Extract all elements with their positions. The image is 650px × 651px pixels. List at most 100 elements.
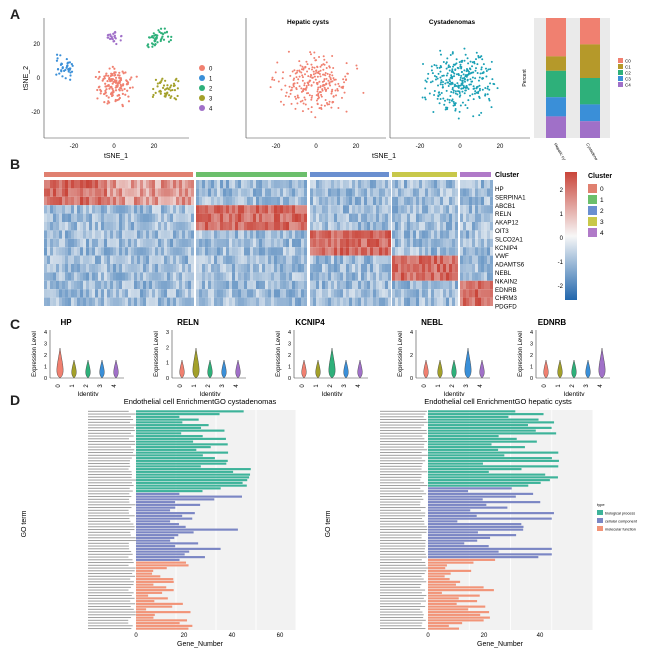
heatmap-cell [143, 196, 146, 206]
heatmap-cell [140, 230, 143, 239]
heatmap-cell [256, 222, 259, 231]
heatmap-cell [173, 297, 176, 306]
go-bar [136, 484, 247, 487]
heatmap-cell [155, 297, 158, 306]
tsne-point [96, 88, 99, 92]
heatmap-cell [59, 196, 62, 206]
go-bar [428, 553, 552, 556]
heatmap-cell [107, 230, 110, 239]
tsne-point [313, 57, 316, 60]
tsne-point [485, 69, 488, 72]
heatmap-cell [86, 222, 89, 231]
tsne-point [109, 33, 112, 36]
heatmap-cell [116, 247, 119, 256]
heatmap-cell [395, 188, 398, 197]
go-term-label [88, 427, 134, 429]
heatmap-cell [337, 213, 340, 222]
heatmap-cell [401, 247, 404, 256]
go-bar [428, 465, 559, 468]
heatmap-cell [271, 180, 274, 189]
heatmap-cell [280, 188, 283, 197]
heatmap-cell [376, 196, 379, 206]
heatmap-cell [286, 180, 289, 189]
heatmap-cell [50, 188, 53, 197]
heatmap-cell [170, 180, 173, 189]
heatmap-cell [478, 230, 481, 239]
heatmap-cell [334, 280, 337, 290]
heatmap-cell [419, 188, 422, 197]
heatmap-cell [469, 238, 472, 248]
heatmap-cell [304, 222, 307, 231]
violin-xtick: 2 [570, 384, 576, 388]
tsne-point [343, 81, 346, 84]
cluster-legend-label: 2 [209, 87, 213, 93]
heatmap-gene-label: VWF [495, 253, 509, 260]
heatmap-cell [440, 255, 443, 264]
heatmap-cell [385, 213, 388, 222]
tsne-point [108, 37, 112, 41]
tsne-point [269, 86, 272, 89]
violin-shape [221, 359, 227, 379]
heatmap-cell [53, 213, 56, 222]
heatmap-cell [104, 196, 107, 206]
heatmap-cell [472, 289, 475, 298]
tsne-point [156, 85, 159, 88]
heatmap-cell [310, 205, 313, 214]
go-term-label [88, 515, 135, 517]
scale-tick-2: 1 [560, 212, 564, 218]
heatmap-cell [425, 247, 428, 256]
go-term-label [380, 625, 422, 627]
heatmap-cell [361, 196, 364, 206]
go-term-label [380, 520, 425, 522]
heatmap-cell [460, 247, 463, 256]
heatmap-cell [478, 222, 481, 231]
heatmap-cell [128, 196, 131, 206]
heatmap-cell [50, 238, 53, 248]
heatmap-cell [452, 180, 455, 189]
tsne-point [458, 84, 461, 87]
heatmap-cell [466, 289, 469, 298]
heatmap-cell [376, 280, 379, 290]
go-term-label [380, 457, 422, 459]
heatmap-cell [331, 196, 334, 206]
heatmap-cell [256, 188, 259, 197]
heatmap-cell [214, 280, 217, 290]
heatmap-cell [89, 238, 92, 248]
heatmap-cell [295, 196, 298, 206]
heatmap-cell [416, 272, 419, 281]
heatmap-cell [355, 222, 358, 231]
heatmap-cell [140, 205, 143, 214]
heatmap-cell [259, 180, 262, 189]
heatmap-cell [250, 238, 253, 248]
tsne-point [67, 68, 70, 71]
heatmap-cell [268, 247, 271, 256]
tsne-ytick-2: 0 [37, 76, 41, 82]
heatmap-cell [185, 238, 188, 248]
heatmap-cell [428, 238, 431, 248]
heatmap-cell [146, 180, 149, 189]
go-bar [136, 528, 238, 531]
tsne-point [104, 85, 107, 88]
tsne-point [284, 94, 287, 97]
go-bar [428, 567, 446, 570]
heatmap-cell [382, 205, 385, 214]
heatmap-cell [487, 238, 490, 248]
go-term-label [88, 487, 130, 489]
heatmap-cell [481, 297, 484, 306]
heatmap-cell [443, 297, 446, 306]
tsne-point [328, 66, 331, 69]
go-term-label [380, 545, 426, 547]
go-bar [428, 534, 517, 537]
heatmap-cell [319, 180, 322, 189]
heatmap-cell [355, 289, 358, 298]
heatmap-cell [388, 230, 391, 239]
heatmap-cell [319, 213, 322, 222]
violin-shape [571, 359, 577, 379]
heatmap-cell [388, 188, 391, 197]
heatmap-cell [370, 264, 373, 273]
heatmap-cell [137, 280, 140, 290]
heatmap-cell [431, 213, 434, 222]
heatmap-cell [322, 180, 325, 189]
heatmap-cell [466, 255, 469, 264]
heatmap-cell [472, 238, 475, 248]
